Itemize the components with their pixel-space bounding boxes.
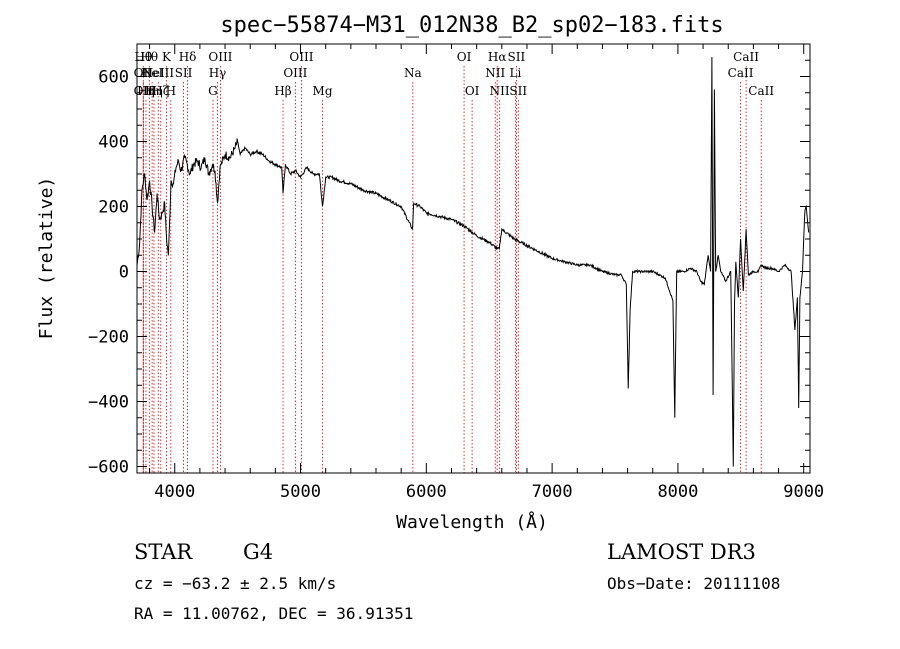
line-marker-label: CaII (733, 50, 759, 64)
y-tick-label: 200 (98, 198, 129, 218)
coordinates-text: RA = 11.00762, DEC = 36.91351 (134, 604, 414, 623)
axis-ticks: 4000 5000 6000 7000 8000 9000 −600 −400 −200 0 200… (88, 43, 824, 502)
spectrum-line (136, 56, 810, 467)
line-marker-label: G (208, 84, 218, 98)
line-marker-label: Hη (137, 84, 155, 98)
line-marker-label: SII (175, 66, 193, 80)
x-tick-label: 5000 (280, 482, 321, 502)
x-tick-label: 8000 (657, 482, 698, 502)
emission-line-markers (142, 66, 762, 473)
plot-frame (136, 43, 811, 474)
redshift-text: cz = −63.2 ± 2.5 km/s (134, 574, 337, 593)
line-marker-label: Hγ (209, 66, 227, 80)
y-tick-label: −400 (88, 393, 129, 413)
line-marker-label: Hθ (140, 50, 158, 64)
y-tick-label: −600 (88, 458, 129, 478)
emission-line-labels: HθOIIOIIHηHθHeIHηNeIIIHζKHSIIHδGHγOIIIHβ… (134, 50, 775, 98)
chart-title: spec−55874−M31_012N38_B2_sp02−183.fits (220, 13, 723, 38)
y-tick-label: 400 (98, 133, 129, 153)
x-tick-label: 7000 (532, 482, 573, 502)
survey-name: LAMOST DR3 (607, 540, 756, 564)
y-axis-label: Flux (relative) (36, 177, 57, 340)
line-marker-label: OIII (289, 50, 313, 64)
y-tick-label: −200 (88, 328, 129, 348)
x-tick-label: 6000 (406, 482, 447, 502)
line-marker-label: CaII (728, 66, 754, 80)
line-marker-label: Hβ (274, 84, 291, 98)
x-axis-label: Wavelength (Å) (396, 511, 548, 533)
line-marker-label: OI (465, 84, 480, 98)
line-marker-label: SII (509, 84, 527, 98)
y-tick-label: 0 (119, 263, 129, 283)
line-marker-label: OIII (283, 66, 307, 80)
line-marker-label: Li (509, 66, 521, 80)
object-class: STAR (134, 540, 193, 564)
subclass: G4 (243, 540, 274, 564)
line-marker-label: Hδ (179, 50, 197, 64)
line-marker-label: OIII (208, 50, 232, 64)
line-marker-label: OI (457, 50, 472, 64)
line-marker-label: Hζ (152, 84, 169, 98)
line-marker-label: Hη (145, 84, 163, 98)
line-marker-label: H (166, 84, 176, 98)
line-marker-label: Na (404, 66, 422, 80)
line-marker-label: SII (508, 50, 526, 64)
line-marker-label: CaII (748, 84, 774, 98)
x-tick-label: 9000 (783, 482, 824, 502)
line-marker-label: K (162, 50, 172, 64)
x-tick-label: 4000 (154, 482, 195, 502)
line-marker-label: Mg (313, 84, 333, 98)
y-tick-label: 600 (98, 68, 129, 88)
line-marker-label: NII (490, 84, 510, 98)
line-marker-label: OII (134, 84, 154, 98)
obs-date-text: Obs−Date: 20111108 (607, 574, 781, 593)
line-marker-label: NeIII (142, 66, 174, 80)
line-marker-label: Hα (488, 50, 507, 64)
line-marker-label: NII (485, 66, 505, 80)
